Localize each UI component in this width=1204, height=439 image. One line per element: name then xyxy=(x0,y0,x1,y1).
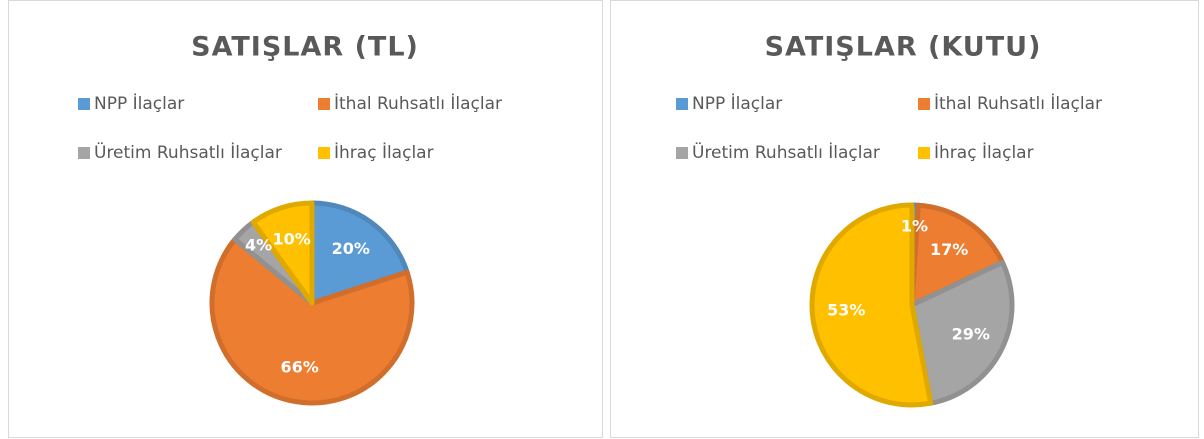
data-label: 4% xyxy=(245,236,272,255)
legend-label: Üretim Ruhsatlı İlaçlar xyxy=(692,141,880,163)
data-label: 10% xyxy=(272,230,310,249)
legend-label: İhraç İlaçlar xyxy=(334,142,434,163)
legend-label: İhraç İlaçlar xyxy=(934,142,1034,163)
legend-swatch xyxy=(918,147,930,159)
legend-label: NPP İlaçlar xyxy=(94,93,184,114)
legend-label: İthal Ruhsatlı İlaçlar xyxy=(934,93,1102,114)
data-label: 66% xyxy=(280,357,318,376)
chart-title: SATIŞLAR (TL) xyxy=(191,32,419,63)
legend-label: İthal Ruhsatlı İlaçlar xyxy=(334,93,502,114)
legend-swatch xyxy=(676,98,688,110)
legend-label: NPP İlaçlar xyxy=(692,93,782,114)
legend-swatch xyxy=(918,98,930,110)
pie-slice xyxy=(250,200,315,306)
pie-slice xyxy=(209,236,415,406)
data-label: 29% xyxy=(952,324,990,343)
legend-swatch xyxy=(78,147,90,159)
legend-label: Üretim Ruhsatlı İlaçlar xyxy=(94,141,282,163)
legend-swatch xyxy=(318,98,330,110)
data-label: 1% xyxy=(901,217,928,236)
data-label: 17% xyxy=(930,240,968,259)
data-label: 53% xyxy=(827,301,865,320)
pie-slice xyxy=(809,202,934,408)
data-label: 20% xyxy=(332,239,370,258)
pie-slice xyxy=(909,202,1005,308)
chart-title: SATIŞLAR (KUTU) xyxy=(765,32,1042,63)
legend-swatch xyxy=(676,147,688,159)
pie-slice xyxy=(909,259,1015,406)
legend-swatch xyxy=(318,147,330,159)
legend-swatch xyxy=(78,98,90,110)
